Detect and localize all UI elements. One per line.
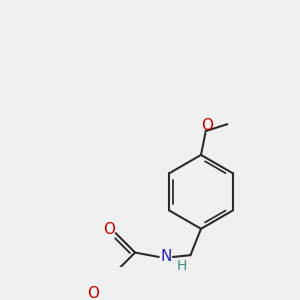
- Text: N: N: [160, 249, 172, 264]
- Text: O: O: [201, 118, 213, 134]
- Text: O: O: [87, 286, 99, 300]
- Text: O: O: [103, 222, 115, 237]
- Text: H: H: [176, 259, 187, 273]
